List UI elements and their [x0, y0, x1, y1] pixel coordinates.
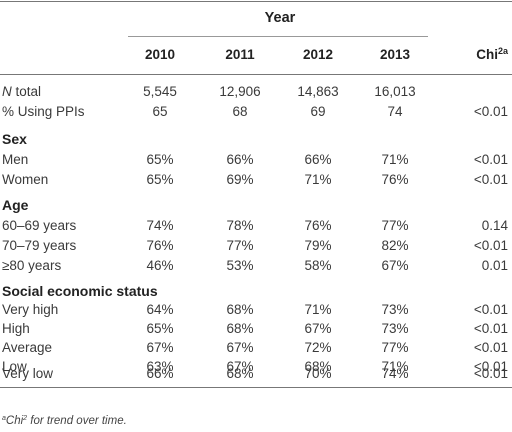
section-2-row-2-value-2013: 77% — [381, 340, 409, 355]
section-1-row-0-label: 60–69 years — [2, 218, 77, 233]
section-2-row-4-value-2013: 74% — [381, 366, 409, 381]
section-1-row-0-chi: 0.14 — [481, 218, 508, 233]
col-header-2011: 2011 — [225, 47, 255, 62]
table-row-0-value-2013: 16,013 — [374, 84, 416, 99]
section-2-row-0-label: Very high — [2, 302, 59, 317]
col-header-2013: 2013 — [379, 47, 411, 62]
top-rule — [0, 1, 512, 2]
section-1-row-0-value-2013: 77% — [381, 218, 409, 233]
section-2-row-3-value-2010: 63% — [146, 359, 174, 374]
year-rule — [128, 36, 428, 37]
section-1-row-2-value-2012: 58% — [304, 258, 332, 273]
table-row-0-value-2010: 5,545 — [143, 84, 177, 99]
section-1-row-2-value-2011: 53% — [226, 258, 254, 273]
section-2-row-2-chi: <0.01 — [473, 340, 508, 355]
table-row-1-value-2013: 74 — [387, 104, 403, 119]
section-2-row-3-chi: <0.01 — [473, 359, 508, 374]
section-1-row-2-value-2010: 46% — [146, 258, 174, 273]
section-2-row-2-value-2012: 72% — [304, 340, 332, 355]
section-0-row-0-value-2011: 66% — [226, 152, 254, 167]
section-2-row-1-value-2013: 73% — [381, 321, 409, 336]
section-2-row-1-value-2012: 67% — [304, 321, 332, 336]
section-2-row-3-value-2011: 67% — [226, 359, 254, 374]
table-row-1-value-2010: 65 — [152, 104, 168, 119]
section-0-row-0-label: Men — [2, 152, 29, 167]
section-2-row-1-value-2011: 68% — [226, 321, 254, 336]
section-2-row-1-value-2010: 65% — [146, 321, 174, 336]
section-2-row-1-label: High — [2, 321, 30, 336]
table-row-1-value-2011: 68 — [232, 104, 248, 119]
section-2-row-3-value-2012: 68% — [304, 359, 332, 374]
section-1-row-1-label: 70–79 years — [2, 238, 77, 253]
section-1-row-2-chi: 0.01 — [481, 258, 508, 273]
section-2-row-4-value-2012: 70% — [304, 366, 332, 381]
section-2-row-2-value-2011: 67% — [226, 340, 254, 355]
section-0-row-0-value-2013: 71% — [381, 152, 409, 167]
section-1-row-0-value-2010: 74% — [146, 218, 174, 233]
section-1-row-1-chi: <0.01 — [473, 238, 508, 253]
header-rule — [0, 74, 512, 75]
section-2-row-4-label: Very low — [2, 366, 54, 381]
table-row-0-value-2011: 12,906 — [219, 84, 261, 99]
section-1-row-2-value-2013: 67% — [381, 258, 409, 273]
table-row-1-label: % Using PPIs — [2, 104, 85, 119]
table-row-1-chi: <0.01 — [473, 104, 508, 119]
section-0-row-0-chi: <0.01 — [473, 152, 508, 167]
section-0-row-1-value-2013: 76% — [381, 172, 409, 187]
section-2-row-1-chi: <0.01 — [473, 321, 508, 336]
year-header: Year — [264, 10, 296, 26]
section-2-row-0-chi: <0.01 — [473, 302, 508, 317]
section-2-row-3-label: Low — [2, 359, 27, 374]
col-header-2010: 2010 — [144, 47, 176, 62]
section-2-row-4-value-2010: 66% — [146, 366, 174, 381]
section-0-row-1-value-2012: 71% — [304, 172, 332, 187]
section-2-row-4-chi: <0.01 — [473, 366, 508, 381]
section-1-row-1-value-2011: 77% — [226, 238, 254, 253]
col-header-2012: 2012 — [302, 47, 334, 62]
section-2-row-2-label: Average — [2, 340, 53, 355]
section-0-row-0-value-2010: 65% — [146, 152, 174, 167]
table-row-1-value-2012: 69 — [310, 104, 326, 119]
section-0-row-1-chi: <0.01 — [473, 172, 508, 187]
section-1-row-1-value-2013: 82% — [381, 238, 409, 253]
section-2-row-0-value-2013: 73% — [381, 302, 409, 317]
section-0-row-0-value-2012: 66% — [304, 152, 332, 167]
section-0-row-1-value-2010: 65% — [146, 172, 174, 187]
section-title-2: Social economic status — [2, 283, 158, 299]
bottom-rule — [0, 387, 512, 388]
section-1-row-1-value-2010: 76% — [146, 238, 174, 253]
section-2-row-0-value-2012: 71% — [304, 302, 332, 317]
section-2-row-2-value-2010: 67% — [146, 340, 174, 355]
col-header-chi: Chi2a — [476, 46, 508, 63]
section-1-row-0-value-2012: 76% — [304, 218, 332, 233]
table-row-0-value-2012: 14,863 — [297, 84, 339, 99]
section-1-row-0-value-2011: 78% — [226, 218, 254, 233]
section-0-row-1-label: Women — [2, 172, 49, 187]
section-1-row-1-value-2012: 79% — [304, 238, 332, 253]
section-2-row-4-value-2011: 68% — [226, 366, 254, 381]
table-row-0-label: N total — [2, 84, 42, 99]
section-2-row-0-value-2010: 64% — [146, 302, 174, 317]
section-title-0: Sex — [2, 131, 27, 147]
section-2-row-0-value-2011: 68% — [226, 302, 254, 317]
section-1-row-2-label: ≥80 years — [2, 258, 62, 273]
section-2-row-3-value-2013: 71% — [381, 359, 409, 374]
section-0-row-1-value-2011: 69% — [226, 172, 254, 187]
section-title-1: Age — [2, 197, 29, 213]
footnote: aChi2 for trend over time. — [2, 415, 127, 427]
